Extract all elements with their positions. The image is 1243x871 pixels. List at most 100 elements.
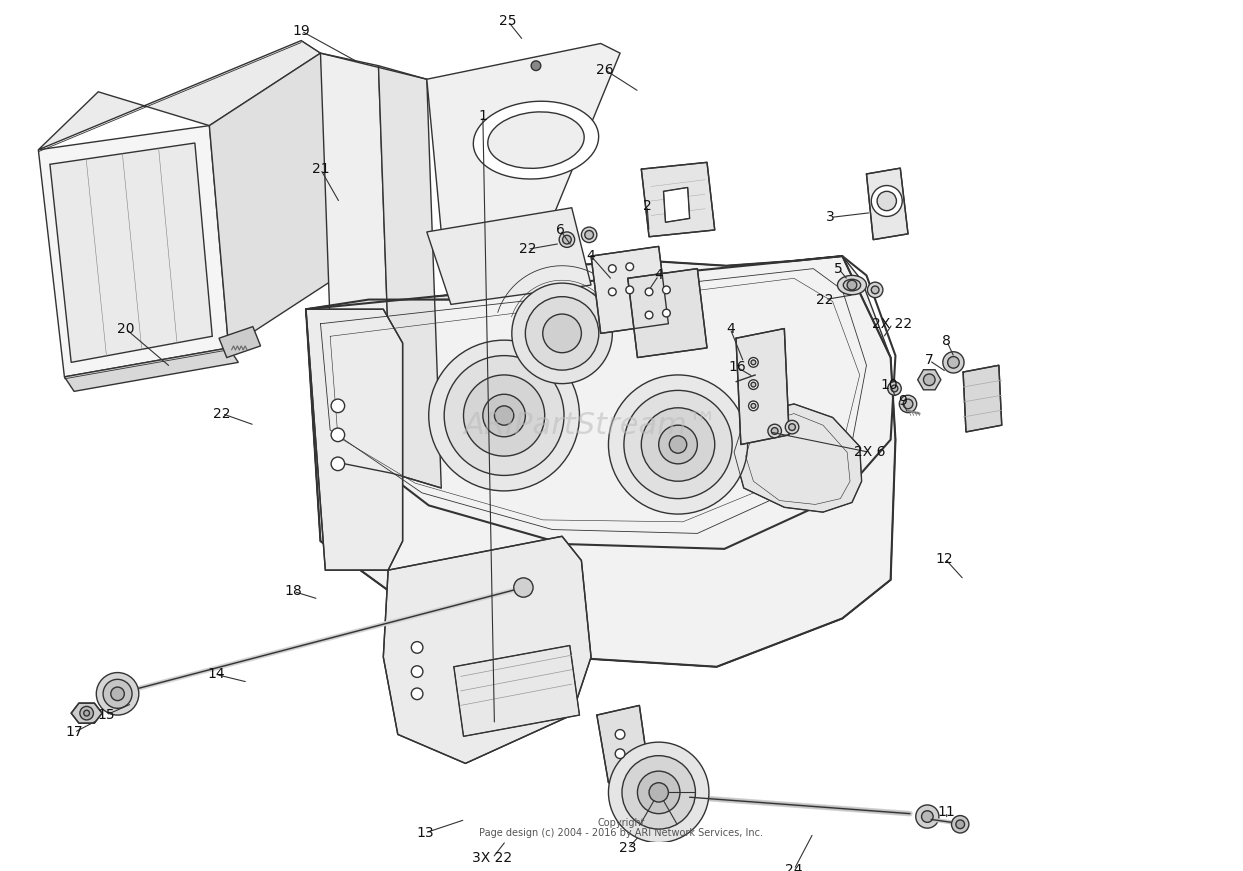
Text: 13: 13 (416, 826, 434, 840)
Circle shape (80, 706, 93, 720)
Polygon shape (917, 369, 941, 390)
Text: 24: 24 (786, 862, 803, 871)
Text: 17: 17 (66, 726, 83, 739)
Text: 16: 16 (728, 361, 746, 375)
Polygon shape (426, 208, 592, 304)
Circle shape (868, 282, 883, 298)
Circle shape (429, 341, 579, 491)
Circle shape (748, 380, 758, 389)
Text: 15: 15 (97, 708, 114, 722)
Circle shape (947, 356, 960, 368)
Polygon shape (306, 309, 403, 571)
Circle shape (609, 742, 709, 842)
Circle shape (584, 231, 593, 240)
Polygon shape (736, 328, 789, 444)
Circle shape (649, 783, 669, 802)
Circle shape (748, 401, 758, 411)
Circle shape (924, 374, 935, 386)
Circle shape (331, 457, 344, 470)
Circle shape (609, 288, 617, 295)
Circle shape (751, 403, 756, 408)
Circle shape (111, 687, 124, 700)
Circle shape (878, 192, 896, 211)
Polygon shape (306, 256, 891, 546)
Circle shape (625, 263, 634, 271)
Circle shape (444, 355, 564, 476)
Text: 3: 3 (827, 211, 835, 225)
Circle shape (582, 227, 597, 242)
Polygon shape (664, 187, 690, 222)
Text: 23: 23 (619, 841, 636, 855)
Polygon shape (735, 404, 861, 512)
Circle shape (331, 399, 344, 413)
Text: 10: 10 (881, 378, 899, 392)
Circle shape (83, 710, 89, 716)
Circle shape (559, 232, 574, 247)
Circle shape (768, 424, 782, 438)
Text: 22: 22 (213, 407, 231, 421)
Ellipse shape (843, 280, 860, 291)
Circle shape (482, 395, 526, 436)
Text: 7: 7 (925, 354, 933, 368)
Text: 6: 6 (556, 223, 564, 237)
Circle shape (624, 390, 732, 498)
Polygon shape (321, 53, 393, 474)
Circle shape (512, 283, 613, 383)
Text: 3X 22: 3X 22 (472, 851, 512, 865)
Text: ARIPartStream™: ARIPartStream™ (464, 411, 718, 440)
Ellipse shape (474, 101, 599, 179)
Circle shape (669, 436, 686, 453)
Circle shape (622, 756, 695, 829)
Text: 5: 5 (834, 261, 843, 275)
Polygon shape (209, 53, 339, 348)
Text: 26: 26 (595, 63, 613, 77)
Circle shape (871, 286, 879, 294)
Circle shape (645, 288, 653, 295)
Polygon shape (641, 162, 715, 237)
Text: 18: 18 (285, 584, 302, 598)
Circle shape (411, 688, 423, 699)
Circle shape (848, 280, 856, 290)
Circle shape (663, 286, 670, 294)
Circle shape (331, 428, 344, 442)
Text: 9: 9 (897, 394, 906, 408)
Circle shape (871, 186, 902, 217)
Polygon shape (592, 246, 669, 334)
Polygon shape (39, 41, 321, 150)
Polygon shape (963, 365, 1002, 432)
Polygon shape (219, 327, 261, 357)
Circle shape (751, 360, 756, 365)
Text: 1: 1 (479, 109, 487, 123)
Circle shape (641, 408, 715, 482)
Circle shape (659, 425, 697, 464)
Text: 4: 4 (587, 249, 595, 263)
Text: 20: 20 (117, 321, 134, 335)
Circle shape (495, 406, 513, 425)
Text: 21: 21 (312, 162, 329, 176)
Text: 12: 12 (936, 551, 953, 565)
Circle shape (900, 395, 917, 413)
Text: 4: 4 (654, 268, 663, 282)
Polygon shape (426, 44, 620, 241)
Polygon shape (383, 537, 592, 763)
Circle shape (786, 421, 799, 434)
Circle shape (891, 385, 897, 392)
Polygon shape (306, 256, 895, 667)
Circle shape (526, 297, 599, 370)
Text: Page design (c) 2004 - 2016 by ARI Network Services, Inc.: Page design (c) 2004 - 2016 by ARI Netwo… (479, 828, 763, 838)
Polygon shape (866, 168, 909, 240)
Circle shape (609, 375, 747, 514)
Text: 22: 22 (518, 242, 536, 256)
Text: 2X 6: 2X 6 (854, 445, 885, 459)
Circle shape (411, 665, 423, 678)
Circle shape (916, 805, 938, 828)
Circle shape (921, 811, 933, 822)
Ellipse shape (838, 275, 866, 294)
Circle shape (464, 375, 544, 456)
Circle shape (771, 428, 778, 435)
Circle shape (615, 749, 625, 759)
Circle shape (615, 730, 625, 739)
Text: 22: 22 (817, 293, 834, 307)
Text: 2: 2 (643, 199, 651, 213)
Circle shape (638, 771, 680, 814)
